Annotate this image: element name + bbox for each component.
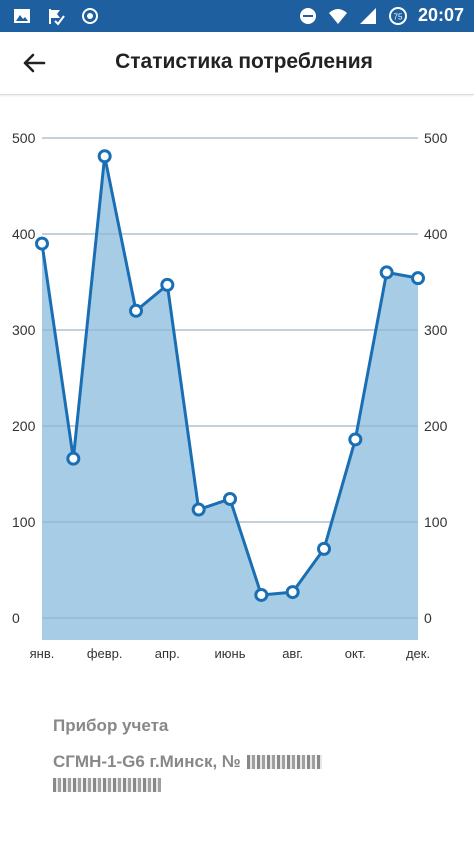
battery-level: 75 bbox=[394, 12, 403, 21]
meter-label: Прибор учета bbox=[53, 716, 169, 735]
y-tick-right: 0 bbox=[424, 610, 432, 626]
redacted-serial-line2 bbox=[53, 778, 161, 792]
x-tick-label: июнь bbox=[215, 646, 246, 661]
battery-icon: 75 bbox=[388, 6, 407, 25]
consumption-chart: 0 0 100 100 200 200 300 300 400 400 500 500 янв. февр… bbox=[0, 110, 474, 670]
redacted-serial bbox=[246, 755, 322, 769]
area-fill bbox=[42, 156, 418, 641]
data-point bbox=[129, 303, 143, 318]
y-tick-left: 500 bbox=[12, 130, 36, 146]
x-tick-label: янв. bbox=[30, 646, 55, 661]
y-tick-left: 0 bbox=[12, 610, 20, 626]
data-point bbox=[285, 585, 300, 600]
data-point bbox=[191, 502, 206, 517]
status-bar: 75 20:07 bbox=[0, 0, 474, 32]
y-tick-left: 400 bbox=[12, 226, 36, 242]
record-icon bbox=[82, 8, 98, 24]
y-tick-right: 300 bbox=[424, 322, 448, 338]
data-point bbox=[411, 271, 425, 286]
y-tick-right: 400 bbox=[424, 226, 448, 242]
data-point bbox=[66, 451, 81, 466]
chart-svg: 0 0 100 100 200 200 300 300 400 400 500 500 янв. февр… bbox=[12, 130, 448, 661]
data-point bbox=[35, 236, 49, 251]
meter-info: Прибор учета СГМН-1-G6 г.Минск, № bbox=[53, 716, 453, 797]
page-title: Статистика потребления bbox=[115, 50, 373, 73]
back-arrow-icon[interactable] bbox=[18, 47, 50, 79]
y-tick-left: 300 bbox=[12, 322, 36, 338]
x-tick-label: февр. bbox=[87, 646, 123, 661]
app-bar: Статистика потребления bbox=[0, 32, 474, 95]
y-tick-right: 200 bbox=[424, 418, 448, 434]
clock: 20:07 bbox=[417, 5, 464, 25]
x-tick-label: апр. bbox=[155, 646, 180, 661]
data-point bbox=[160, 277, 175, 292]
meter-value: СГМН-1-G6 г.Минск, № bbox=[53, 752, 453, 772]
y-tick-right: 100 bbox=[424, 514, 448, 530]
image-icon bbox=[14, 9, 30, 23]
data-point bbox=[379, 265, 394, 280]
do-not-disturb-icon bbox=[299, 7, 316, 24]
y-tick-left: 200 bbox=[12, 418, 36, 434]
data-point bbox=[97, 149, 112, 164]
data-point bbox=[254, 587, 269, 602]
meter-value-text: СГМН-1-G6 г.Минск, № bbox=[53, 752, 241, 771]
x-tick-label: окт. bbox=[345, 646, 366, 661]
data-point bbox=[317, 541, 331, 556]
y-tick-right: 500 bbox=[424, 130, 448, 146]
signal-icon bbox=[359, 7, 376, 24]
checkmark-flag-icon bbox=[49, 9, 65, 26]
data-point bbox=[348, 432, 363, 447]
wifi-icon bbox=[328, 8, 347, 24]
x-tick-label: дек. bbox=[406, 646, 430, 661]
data-point bbox=[223, 491, 237, 506]
y-tick-left: 100 bbox=[12, 514, 36, 530]
x-tick-label: авг. bbox=[282, 646, 303, 661]
